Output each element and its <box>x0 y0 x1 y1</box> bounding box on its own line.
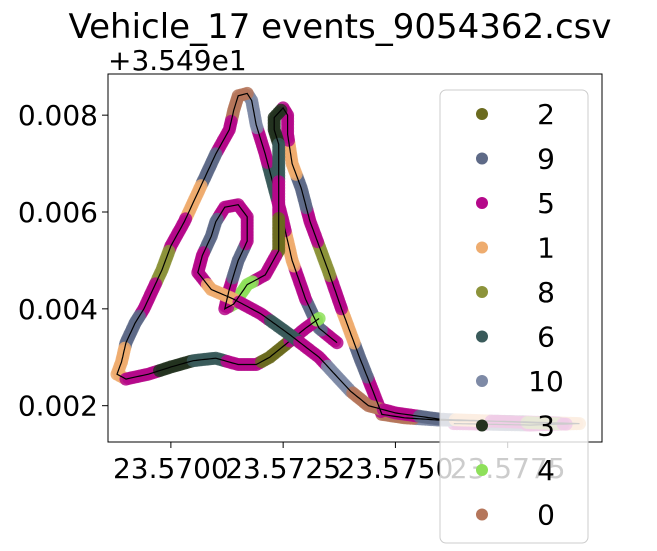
x-tick-label: 23.5700 <box>113 452 229 485</box>
plot-frame <box>107 73 603 443</box>
y-tick-label: 0.004 <box>18 293 98 326</box>
y-tick-label: 0.008 <box>18 99 98 132</box>
legend-marker-0 <box>476 508 488 521</box>
legend-marker-10 <box>476 375 488 387</box>
legend-label: 5 <box>537 187 555 220</box>
legend-marker-6 <box>476 330 488 343</box>
legend-marker-9 <box>476 152 488 165</box>
legend-marker-1 <box>476 241 488 254</box>
legend-marker-3 <box>476 419 488 432</box>
y-tick-label: 0.002 <box>18 390 98 423</box>
legend-label: 4 <box>537 454 555 487</box>
legend-marker-8 <box>476 286 488 298</box>
x-tick-label: 23.5725 <box>225 452 341 485</box>
legend-marker-4 <box>476 464 488 476</box>
x-tick-label: 23.5750 <box>338 452 454 485</box>
legend-label: 8 <box>537 276 555 309</box>
legend-label: 3 <box>537 410 555 443</box>
legend-box <box>439 89 589 544</box>
legend-label: 2 <box>537 98 555 131</box>
y-offset-label: +3.549e1 <box>108 44 247 77</box>
legend-marker-5 <box>476 197 488 209</box>
legend-label: 6 <box>537 321 555 354</box>
legend: 2 9 5 1 8 6 10 3 4 0 <box>439 89 589 544</box>
legend-label: 0 <box>537 499 555 532</box>
y-tick-label: 0.006 <box>18 196 98 229</box>
legend-marker-2 <box>476 108 488 120</box>
legend-label: 10 <box>528 365 564 398</box>
chart-title: Vehicle_17 events_9054362.csv <box>69 7 612 47</box>
legend-label: 1 <box>537 232 555 265</box>
legend-label: 9 <box>537 143 555 176</box>
